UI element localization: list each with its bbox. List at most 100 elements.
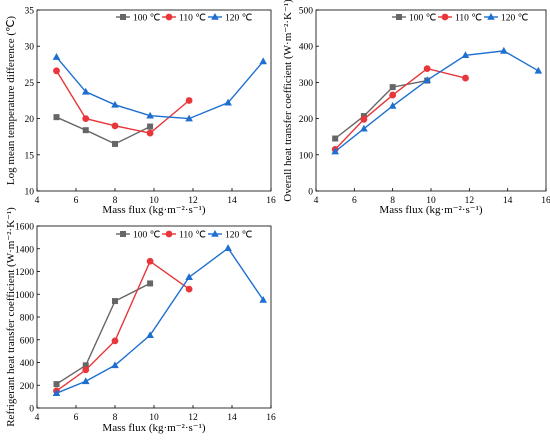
data-point <box>332 135 339 142</box>
series-triangle <box>331 46 543 155</box>
legend-label: 110 ℃ <box>179 14 206 24</box>
y-tick-label: 15 <box>25 151 35 161</box>
x-tick-label: 6 <box>74 413 79 423</box>
data-point <box>185 285 193 293</box>
legend-label: 120 ℃ <box>501 14 529 24</box>
data-point <box>111 337 119 345</box>
data-point <box>112 140 118 147</box>
y-tick-label: 800 <box>20 314 35 324</box>
data-point <box>81 377 90 385</box>
legend-marker <box>487 13 495 20</box>
y-axis-label: Overall heat transfer coefficient (W·m⁻²… <box>282 0 294 202</box>
legend-label: 110 ℃ <box>179 231 206 241</box>
series-triangle <box>52 244 267 397</box>
data-point <box>462 74 469 82</box>
data-point <box>146 257 154 265</box>
legend-label: 110 ℃ <box>455 14 482 24</box>
y-tick-label: 500 <box>299 7 314 17</box>
data-point <box>52 389 61 397</box>
x-tick-label: 16 <box>541 196 550 206</box>
chart-panel-2: 4 6 8 10 12 14 16 0 100 200 300 400 500 Mass flux (kg… <box>282 0 550 216</box>
legend-label: 100 ℃ <box>133 14 161 24</box>
chart-panel-1: 4 6 8 10 12 14 16 10 15 20 25 30 35 Mass flux (kg·m⁻²… <box>5 7 276 217</box>
x-tick-label: 12 <box>465 196 475 206</box>
legend-marker <box>120 14 126 20</box>
y-axis-label: Refrigerant heat transfer coefficient (W… <box>5 207 17 427</box>
series-circle <box>331 65 469 153</box>
data-point <box>500 46 508 54</box>
x-tick-label: 14 <box>503 196 513 206</box>
y-tick-label: 0 <box>308 188 313 198</box>
x-tick-label: 10 <box>149 196 159 206</box>
series-circle <box>53 67 193 137</box>
data-point <box>82 362 89 369</box>
data-point <box>53 114 60 121</box>
data-point <box>146 331 154 338</box>
y-tick-label: 1600 <box>15 223 34 233</box>
data-point <box>82 127 89 134</box>
x-axis-label: Mass flux (kg·m⁻²·s⁻¹) <box>379 204 482 216</box>
data-point <box>360 124 368 132</box>
y-tick-label: 300 <box>299 79 314 89</box>
data-point <box>259 295 267 303</box>
y-tick-label: 200 <box>299 115 314 125</box>
y-tick-label: 1400 <box>15 245 34 255</box>
data-point <box>423 65 431 73</box>
x-tick-label: 16 <box>266 196 276 206</box>
legend-label: 120 ℃ <box>225 231 253 241</box>
data-point <box>147 123 154 130</box>
series-square <box>53 114 154 147</box>
legend-marker <box>165 230 173 238</box>
legend-marker <box>211 230 219 237</box>
data-point <box>185 97 193 104</box>
y-axis-label: Log mean temperature difference (℃) <box>5 16 17 185</box>
legend-marker <box>396 14 402 20</box>
legend: 100 ℃ 110 ℃ 120 ℃ <box>116 230 253 241</box>
legend-marker <box>120 231 126 237</box>
legend-marker <box>441 13 449 21</box>
series-line <box>334 67 466 150</box>
data-point <box>185 273 193 280</box>
x-tick-label: 6 <box>352 196 357 206</box>
chart-panel-3: 4 6 8 10 12 14 16 0 200 400 600 800 1000 1200 1400 1600… <box>5 207 276 434</box>
series-line <box>334 79 428 140</box>
data-point <box>52 53 61 60</box>
x-tick-label: 6 <box>74 196 79 206</box>
y-tick-label: 1000 <box>15 291 34 301</box>
data-point <box>81 87 90 95</box>
data-point <box>53 67 60 75</box>
x-tick-label: 4 <box>314 196 319 206</box>
y-tick-label: 1200 <box>15 268 34 278</box>
y-tick-label: 400 <box>299 43 314 53</box>
series-line <box>56 282 151 385</box>
data-point <box>53 381 60 388</box>
legend: 100 ℃ 110 ℃ 120 ℃ <box>116 13 253 24</box>
data-point <box>111 122 119 130</box>
data-point <box>111 100 119 108</box>
data-point <box>112 298 118 305</box>
y-tick-label: 400 <box>20 359 35 369</box>
series-line <box>56 116 151 145</box>
data-point <box>259 57 267 65</box>
legend-label: 120 ℃ <box>225 14 253 24</box>
x-tick-label: 12 <box>188 196 198 206</box>
data-point <box>147 280 154 287</box>
data-point <box>423 76 431 84</box>
series-line <box>334 50 539 153</box>
x-tick-label: 14 <box>227 413 237 423</box>
x-axis-label: Mass flux (kg·m⁻²·s⁻¹) <box>102 204 205 216</box>
data-point <box>388 101 397 109</box>
x-tick-label: 4 <box>35 413 40 423</box>
data-point <box>224 98 232 106</box>
data-point <box>224 244 232 251</box>
plot-frame <box>36 225 272 409</box>
series-line <box>55 56 264 120</box>
data-point <box>146 129 154 137</box>
legend-label: 100 ℃ <box>133 231 161 241</box>
legend-label: 100 ℃ <box>409 14 437 24</box>
y-tick-label: 20 <box>25 115 35 125</box>
x-tick-label: 8 <box>113 413 118 423</box>
x-tick-label: 12 <box>188 413 198 423</box>
data-point <box>82 115 90 122</box>
